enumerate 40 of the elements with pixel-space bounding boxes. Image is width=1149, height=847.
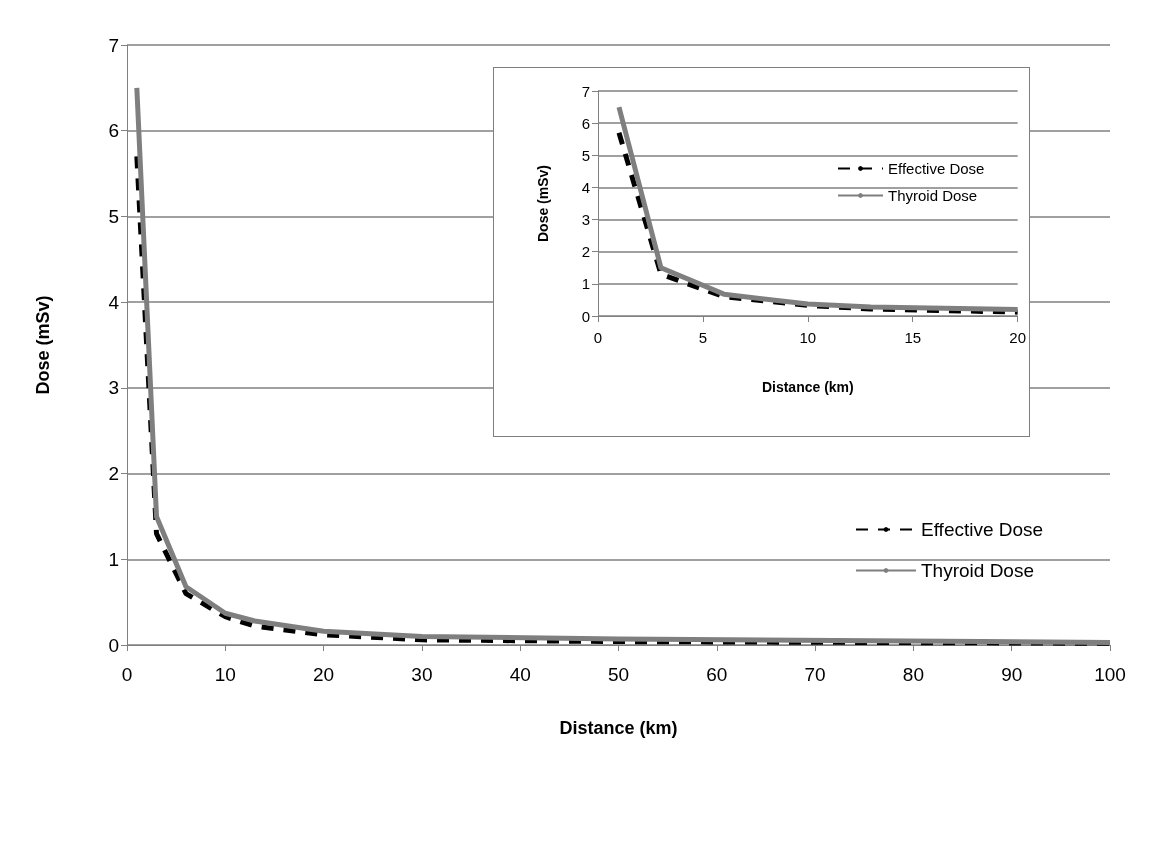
x-tick-label: 10 [799,329,817,346]
x-tick-label: 90 [1001,664,1023,685]
y-tick-label: 6 [108,120,119,142]
legend-label: Effective Dose [888,160,985,177]
y-tick-label: 1 [108,548,119,570]
x-tick-label: 50 [607,664,630,685]
x-axis-title: Distance (km) [559,718,678,738]
x-tick-label: 20 [1009,329,1026,346]
x-tick-label: 0 [593,329,603,346]
x-tick-label: 60 [706,664,728,685]
x-tick-label: 15 [904,329,922,346]
y-tick-label: 0 [581,307,590,325]
legend-label: Thyroid Dose [888,187,978,204]
x-tick-label: 40 [509,664,531,685]
y-tick-label: 7 [581,82,590,100]
y-tick-label: 5 [108,205,119,227]
y-tick-label: 0 [108,634,119,656]
y-tick-label: 7 [108,34,119,56]
y-tick-label: 6 [581,114,590,132]
legend-label: Effective Dose [921,519,1044,540]
y-tick-label: 5 [581,146,590,164]
y-tick-label: 3 [581,211,590,229]
y-tick-label: 3 [108,377,119,399]
x-tick-label: 30 [411,664,433,685]
y-axis-title: Dose (mSv) [33,295,53,395]
x-axis-title: Distance (km) [761,379,854,395]
y-tick-label: 4 [581,178,590,196]
y-tick-label: 1 [581,275,590,293]
y-tick-label: 4 [108,291,120,313]
legend-label: Thyroid Dose [921,560,1034,581]
x-tick-label: 5 [698,329,708,346]
y-axis-title: Dose (mSv) [535,164,551,243]
x-tick-label: 100 [1094,664,1126,685]
x-tick-label: 0 [121,664,133,685]
x-tick-label: 70 [804,664,826,685]
x-tick-label: 10 [214,664,236,685]
y-tick-label: 2 [108,463,119,485]
x-tick-label: 20 [313,664,335,685]
x-tick-label: 80 [902,664,924,685]
y-tick-label: 2 [581,243,590,261]
